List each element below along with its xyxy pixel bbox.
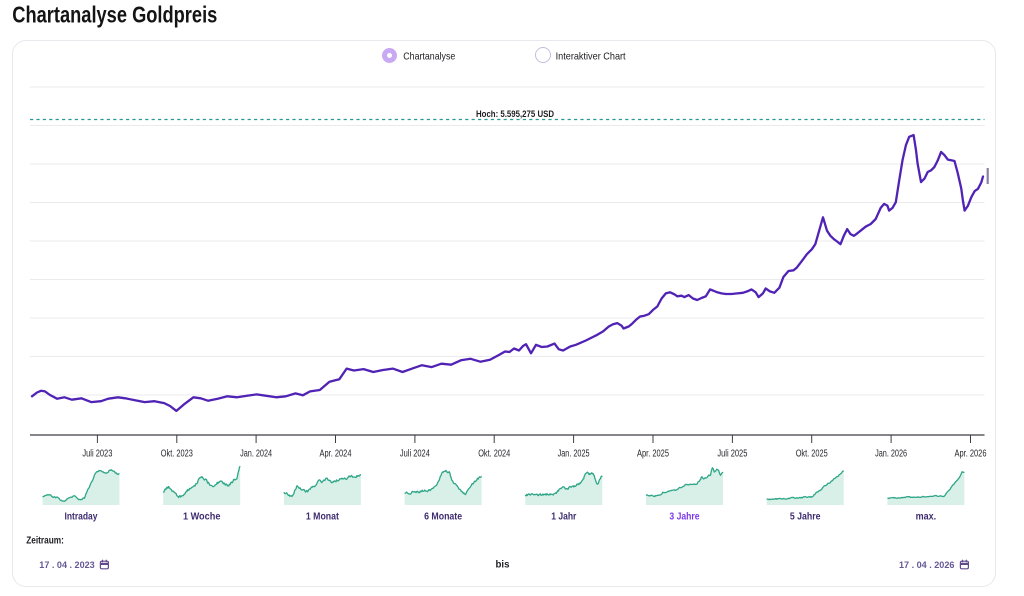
svg-text:Jan. 2025: Jan. 2025 [558,448,590,459]
svg-text:Hoch: 5.595,275 USD: Hoch: 5.595,275 USD [476,109,554,120]
svg-text:Okt. 2024: Okt. 2024 [478,448,510,459]
svg-text:Apr. 2024: Apr. 2024 [320,448,352,459]
svg-text:Apr. 2025: Apr. 2025 [637,448,669,459]
svg-text:6 Monate: 6 Monate [424,512,462,523]
svg-text:Juli 2024: Juli 2024 [400,448,430,459]
svg-text:Apr. 2026: Apr. 2026 [955,448,987,459]
svg-text:1 Jahr: 1 Jahr [551,512,576,523]
svg-text:Okt. 2025: Okt. 2025 [796,448,828,459]
svg-text:Jan. 2026: Jan. 2026 [875,448,907,459]
svg-text:Chartanalyse: Chartanalyse [403,50,455,62]
svg-text:Chartanalyse Goldpreis: Chartanalyse Goldpreis [12,2,217,28]
svg-text:Juli 2023: Juli 2023 [82,448,112,459]
svg-text:max.: max. [916,512,937,523]
svg-text:Interaktiver Chart: Interaktiver Chart [556,50,626,62]
svg-text:Okt. 2023: Okt. 2023 [161,448,193,459]
svg-text:17 . 04 . 2023: 17 . 04 . 2023 [39,560,94,570]
svg-text:1 Woche: 1 Woche [183,512,221,523]
svg-text:5 Jahre: 5 Jahre [790,512,821,523]
svg-text:Intraday: Intraday [65,512,98,523]
svg-text:3 Jahre: 3 Jahre [669,512,700,523]
svg-text:Zeitraum:: Zeitraum: [26,536,64,547]
svg-text:Juli 2025: Juli 2025 [717,448,747,459]
svg-text:1 Monat: 1 Monat [306,512,340,523]
svg-text:17 . 04 . 2026: 17 . 04 . 2026 [899,560,954,570]
svg-text:Jan. 2024: Jan. 2024 [240,448,272,459]
svg-text:bis: bis [496,560,510,571]
